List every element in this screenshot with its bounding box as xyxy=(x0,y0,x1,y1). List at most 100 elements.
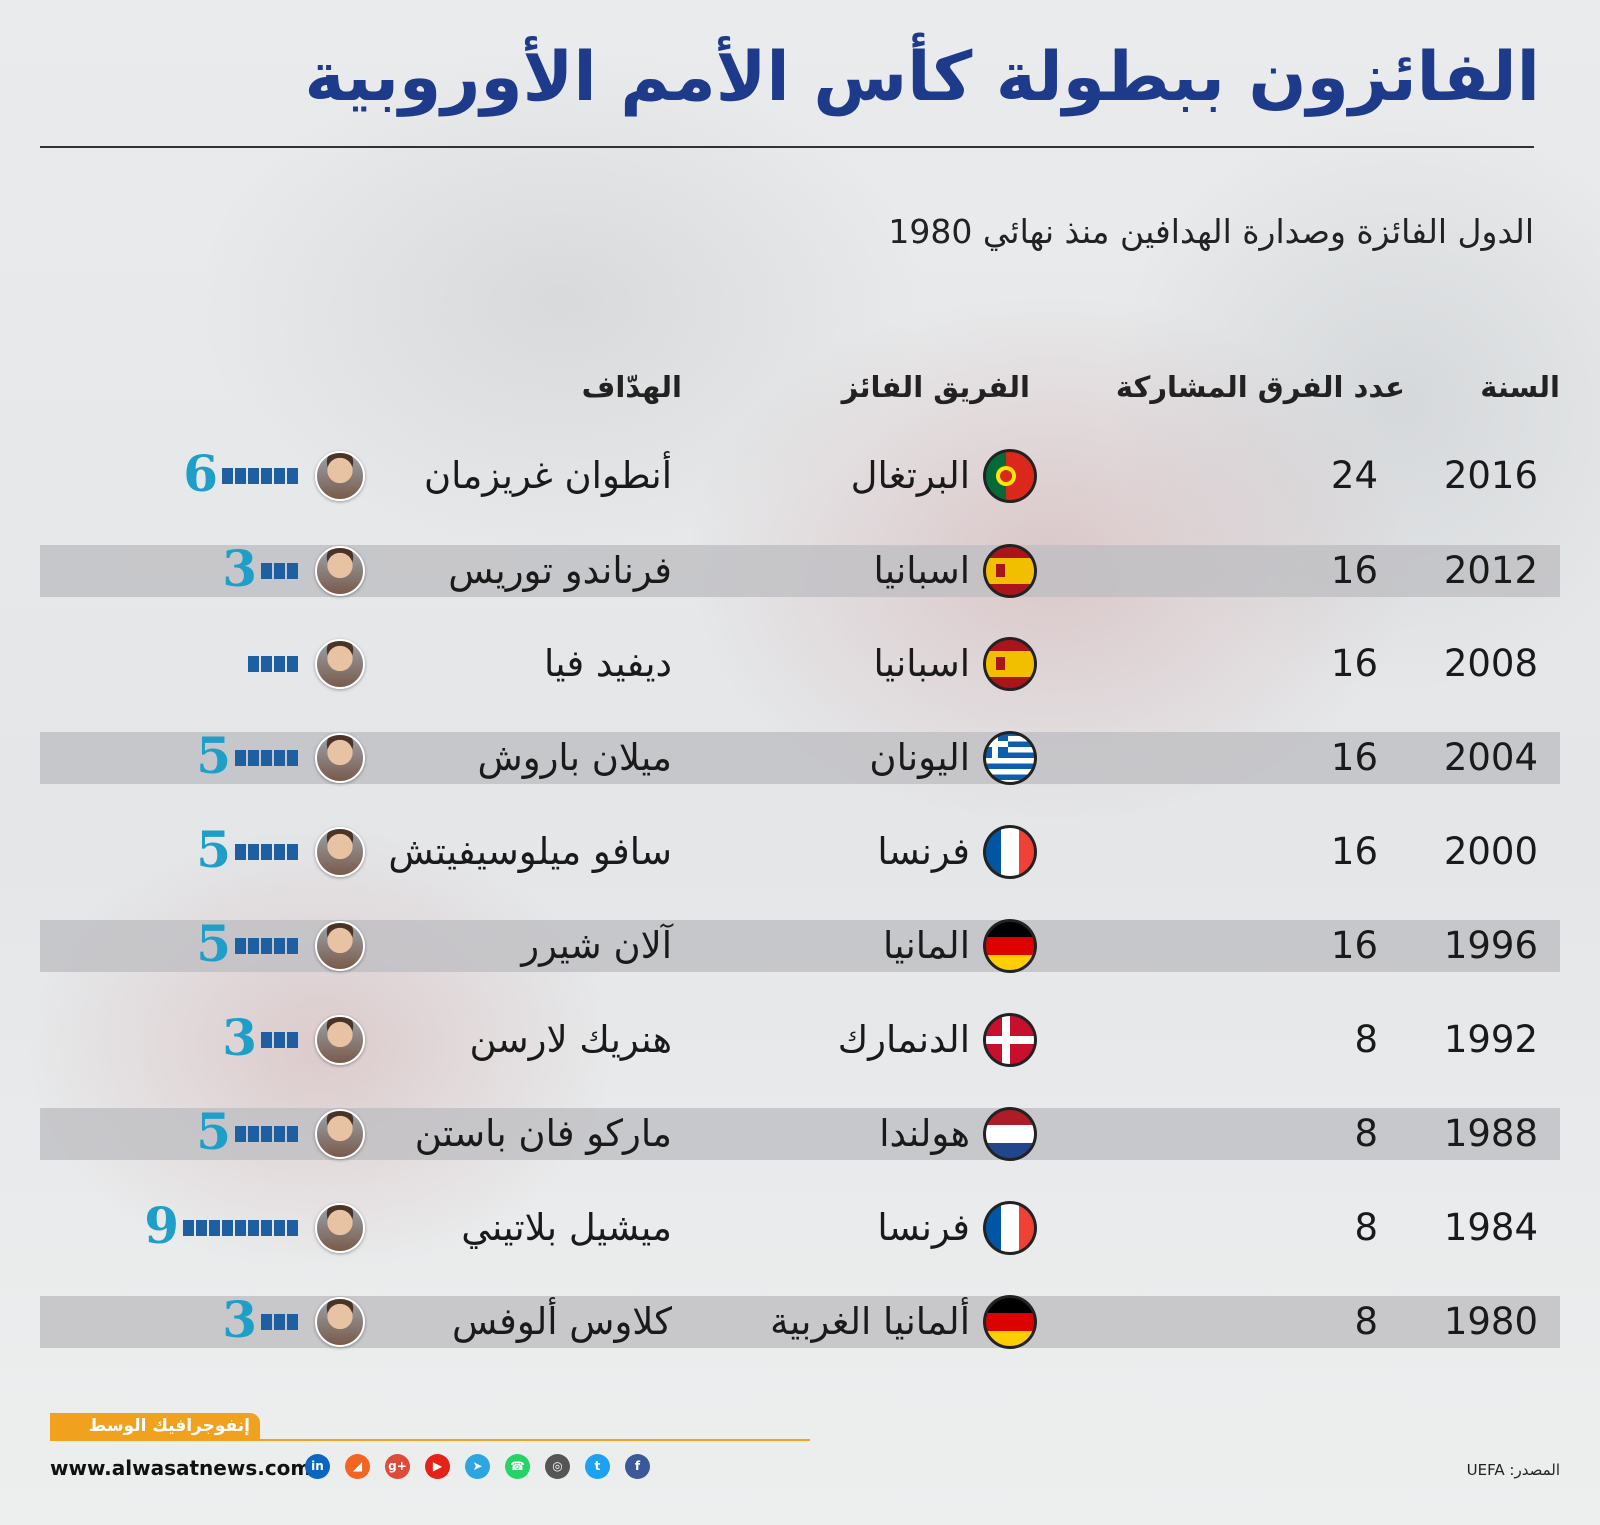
table-row: 1980 8 ألمانيا الغربية كلاوس ألوفس 3 xyxy=(40,1290,1560,1349)
goals-bar xyxy=(261,1314,298,1330)
row-year: 2012 xyxy=(1443,549,1538,592)
goals-count: 3 xyxy=(222,1008,257,1067)
france-flag-icon xyxy=(983,825,1037,879)
goal-segment xyxy=(248,844,259,860)
goals-bar xyxy=(261,1032,298,1048)
row-top-scorer: فرناندو توريس xyxy=(448,549,672,592)
rss-icon[interactable]: ◢ xyxy=(345,1454,370,1479)
row-top-scorer: ديفيد فيا xyxy=(544,642,672,685)
row-team-count: 8 xyxy=(1354,1300,1378,1343)
goal-segment xyxy=(274,468,285,484)
scorer-avatar xyxy=(315,1297,365,1347)
scorer-avatar xyxy=(315,1015,365,1065)
title-divider xyxy=(40,146,1534,148)
youtube-icon[interactable]: ▶ xyxy=(425,1454,450,1479)
goal-segment xyxy=(222,1220,233,1236)
linkedin-icon[interactable]: in xyxy=(305,1454,330,1479)
spain-flag-icon xyxy=(983,544,1037,598)
row-top-scorer: أنطوان غريزمان xyxy=(424,454,672,497)
goal-segment xyxy=(274,1314,285,1330)
goal-segment xyxy=(261,750,272,766)
website-link[interactable]: www.alwasatnews.com xyxy=(50,1456,312,1480)
goal-segment xyxy=(287,750,298,766)
goal-segment xyxy=(261,656,272,672)
goal-segment xyxy=(261,1220,272,1236)
goal-segment xyxy=(235,844,246,860)
facebook-icon[interactable]: f xyxy=(625,1454,650,1479)
goals-count: 5 xyxy=(196,1102,231,1161)
goals-count: 3 xyxy=(222,1290,257,1349)
row-team-count: 16 xyxy=(1330,830,1378,873)
goals-count: 6 xyxy=(183,444,218,503)
row-year: 2000 xyxy=(1443,830,1538,873)
goal-segment xyxy=(287,563,298,579)
goals-count: 5 xyxy=(196,914,231,973)
scorer-avatar xyxy=(315,733,365,783)
column-header-team-count: عدد الفرق المشاركة xyxy=(1115,370,1405,404)
goal-segment xyxy=(274,1126,285,1142)
goal-segment xyxy=(261,1126,272,1142)
goals-bar xyxy=(248,656,298,672)
table-row: 2000 16 فرنسا سافو ميلوسيفيتش 5 xyxy=(40,820,1560,879)
goal-segment xyxy=(274,1220,285,1236)
row-year: 1992 xyxy=(1443,1018,1538,1061)
twitter-icon[interactable]: t xyxy=(585,1454,610,1479)
row-year: 1984 xyxy=(1443,1206,1538,1249)
google-plus-icon[interactable]: g+ xyxy=(385,1454,410,1479)
goal-segment xyxy=(235,750,246,766)
row-winner: اسبانيا xyxy=(873,642,970,685)
goal-segment xyxy=(287,938,298,954)
goal-segment xyxy=(287,468,298,484)
telegram-icon[interactable]: ➤ xyxy=(465,1454,490,1479)
goal-segment xyxy=(287,656,298,672)
row-year: 2004 xyxy=(1443,736,1538,779)
whatsapp-icon[interactable]: ☎ xyxy=(505,1454,530,1479)
goal-segment xyxy=(248,656,259,672)
row-team-count: 24 xyxy=(1330,454,1378,497)
row-year: 1988 xyxy=(1443,1112,1538,1155)
goal-segment xyxy=(183,1220,194,1236)
germany-flag-icon xyxy=(983,1295,1037,1349)
spain-flag-icon xyxy=(983,637,1037,691)
goal-segment xyxy=(287,1314,298,1330)
table-row: 1992 8 الدنمارك هنريك لارسن 3 xyxy=(40,1008,1560,1067)
scorer-avatar xyxy=(315,921,365,971)
goal-segment xyxy=(287,1126,298,1142)
goal-segment xyxy=(248,1220,259,1236)
column-header-winner: الفريق الفائز xyxy=(841,370,1030,404)
scorer-avatar xyxy=(315,639,365,689)
goals-bar xyxy=(183,1220,298,1236)
scorer-avatar xyxy=(315,1109,365,1159)
page-title: الفائزون ببطولة كأس الأمم الأوروبية xyxy=(304,38,1540,117)
table-row: 1996 16 المانيا آلان شيرر 5 xyxy=(40,914,1560,973)
goal-segment xyxy=(287,1220,298,1236)
subtitle: الدول الفائزة وصدارة الهدافين منذ نهائي … xyxy=(888,212,1534,251)
scorer-avatar xyxy=(315,1203,365,1253)
france-flag-icon xyxy=(983,1201,1037,1255)
instagram-icon[interactable]: ◎ xyxy=(545,1454,570,1479)
goal-segment xyxy=(274,844,285,860)
goals-bar xyxy=(235,750,298,766)
denmark-flag-icon xyxy=(983,1013,1037,1067)
table-row: 1984 8 فرنسا ميشيل بلاتيني 9 xyxy=(40,1196,1560,1255)
goals-count: 5 xyxy=(196,726,231,785)
row-top-scorer: كلاوس ألوفس xyxy=(451,1300,672,1343)
row-winner: البرتغال xyxy=(850,454,970,497)
row-winner: ألمانيا الغربية xyxy=(770,1300,970,1343)
row-team-count: 16 xyxy=(1330,736,1378,779)
row-top-scorer: هنريك لارسن xyxy=(469,1018,672,1061)
column-header-top-scorer: الهدّاف xyxy=(581,370,682,404)
portugal-flag-icon xyxy=(983,449,1037,503)
row-team-count: 16 xyxy=(1330,924,1378,967)
row-team-count: 8 xyxy=(1354,1112,1378,1155)
goal-segment xyxy=(222,468,233,484)
goals-bar xyxy=(235,938,298,954)
table-row: 2008 16 اسبانيا ديفيد فيا xyxy=(40,637,1560,691)
goal-segment xyxy=(235,1126,246,1142)
table-row: 2016 24 البرتغال أنطوان غريزمان 6 xyxy=(40,444,1560,503)
row-winner: اسبانيا xyxy=(873,549,970,592)
goal-segment xyxy=(248,468,259,484)
source-note: المصدر: UEFA xyxy=(1466,1461,1560,1479)
goal-segment xyxy=(196,1220,207,1236)
goal-segment xyxy=(261,563,272,579)
